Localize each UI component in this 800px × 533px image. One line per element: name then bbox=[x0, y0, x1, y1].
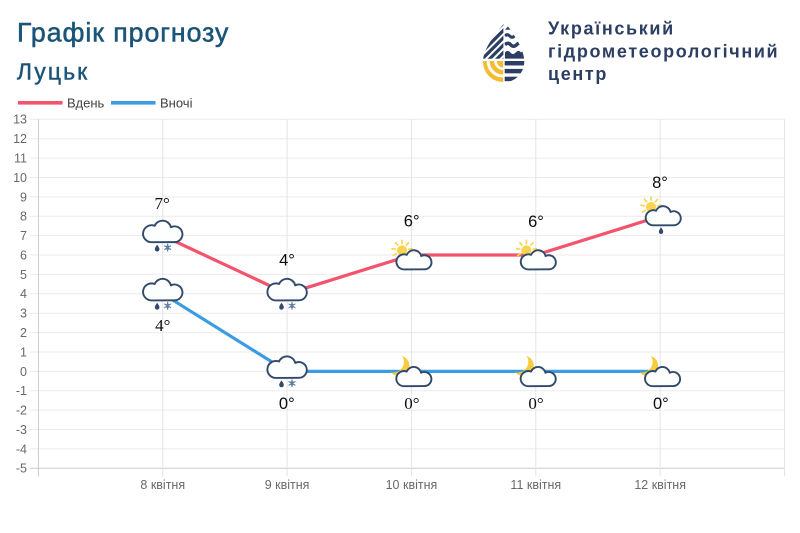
svg-text:Вдень: Вдень bbox=[67, 96, 105, 111]
svg-text:10: 10 bbox=[13, 171, 27, 185]
svg-text:6: 6 bbox=[20, 248, 27, 262]
svg-text:2: 2 bbox=[20, 326, 27, 340]
svg-text:0°: 0° bbox=[653, 395, 669, 413]
svg-text:8 квітня: 8 квітня bbox=[140, 478, 185, 492]
svg-text:-2: -2 bbox=[16, 404, 27, 418]
svg-text:11: 11 bbox=[14, 151, 27, 165]
svg-text:4: 4 bbox=[20, 287, 27, 301]
svg-text:Луцьк: Луцьк bbox=[17, 58, 89, 84]
svg-text:Український: Український bbox=[548, 19, 675, 39]
svg-text:13: 13 bbox=[13, 113, 27, 127]
svg-text:6°: 6° bbox=[404, 212, 420, 230]
svg-text:центр: центр bbox=[548, 64, 608, 84]
svg-text:8°: 8° bbox=[652, 174, 668, 192]
svg-text:12: 12 bbox=[13, 132, 27, 146]
svg-text:0°: 0° bbox=[528, 394, 543, 413]
svg-text:7: 7 bbox=[20, 229, 27, 243]
svg-text:5: 5 bbox=[20, 268, 27, 282]
svg-text:Графік прогнозу: Графік прогнозу bbox=[17, 18, 229, 48]
svg-text:1: 1 bbox=[20, 345, 27, 359]
svg-text:0: 0 bbox=[20, 365, 27, 379]
svg-text:4°: 4° bbox=[279, 251, 295, 269]
svg-text:9: 9 bbox=[20, 190, 27, 204]
svg-text:7°: 7° bbox=[155, 194, 170, 213]
svg-text:-3: -3 bbox=[16, 423, 27, 437]
svg-text:11 квітня: 11 квітня bbox=[510, 478, 561, 492]
svg-text:-4: -4 bbox=[16, 442, 27, 456]
svg-text:10 квітня: 10 квітня bbox=[386, 478, 438, 492]
svg-text:3: 3 bbox=[20, 307, 27, 321]
svg-text:гідрометеорологічний: гідрометеорологічний bbox=[548, 41, 779, 61]
svg-text:4°: 4° bbox=[155, 316, 170, 335]
svg-text:0°: 0° bbox=[404, 394, 419, 413]
svg-text:12 квітня: 12 квітня bbox=[634, 478, 686, 492]
svg-text:8: 8 bbox=[20, 210, 27, 224]
svg-text:9 квітня: 9 квітня bbox=[265, 478, 310, 492]
svg-text:6°: 6° bbox=[528, 213, 544, 231]
svg-text:0°: 0° bbox=[279, 395, 295, 413]
svg-text:-5: -5 bbox=[16, 462, 27, 476]
svg-text:-1: -1 bbox=[16, 384, 27, 398]
svg-text:Вночі: Вночі bbox=[160, 96, 193, 111]
